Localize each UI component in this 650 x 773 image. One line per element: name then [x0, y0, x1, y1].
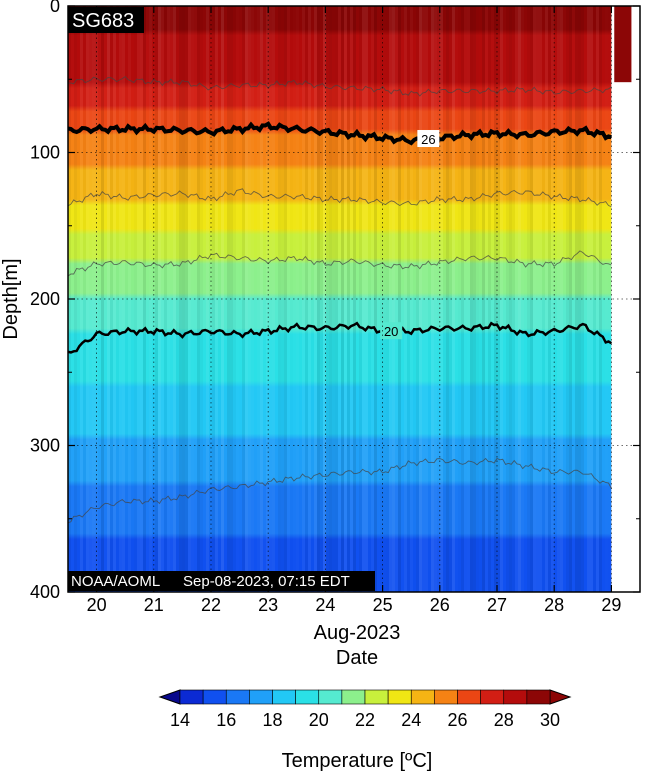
- colorbar-bin: [434, 689, 458, 705]
- colorbar-tick-label: 22: [355, 710, 375, 730]
- colorbar-bin: [202, 689, 227, 705]
- colorbar-bin: [272, 689, 296, 705]
- colorbar-bin: [318, 689, 343, 705]
- y-tick-label: 200: [30, 289, 60, 309]
- colorbar-bin: [341, 689, 366, 705]
- plot-label-background: [68, 7, 144, 33]
- colorbar-bin: [503, 689, 528, 705]
- colorbar-min-extension: [158, 689, 181, 705]
- colorbar-bin: [225, 689, 250, 705]
- contour-17: [68, 457, 612, 524]
- x-tick-label: 28: [544, 595, 564, 615]
- x-tick-label: 26: [430, 595, 450, 615]
- colorbar-tick-label: 24: [401, 710, 421, 730]
- contour-label-box-20: [380, 322, 403, 340]
- x-tick-label: 23: [258, 595, 278, 615]
- surface-column: [614, 6, 632, 83]
- y-axis-label: Depth[m]: [0, 258, 22, 339]
- x-tick-label: 29: [601, 595, 621, 615]
- colorbar-max-extension: [549, 689, 572, 705]
- colorbar-bin: [179, 689, 204, 705]
- x-tick-label: 25: [373, 595, 393, 615]
- credit-text: NOAA/AOML: [71, 573, 160, 590]
- colorbar-bin: [295, 689, 320, 705]
- contour-label-box-26: [417, 130, 440, 148]
- x-axis-label: Date: [336, 647, 378, 669]
- x-tick-label: 21: [144, 595, 164, 615]
- y-tick-label: 0: [50, 0, 60, 16]
- x-tick-label: 20: [87, 595, 107, 615]
- colorbar-bin: [249, 689, 273, 705]
- isotherm-contours: 26 20: [68, 76, 613, 524]
- y-tick-label: 100: [30, 143, 60, 163]
- axis-ticks: 20 21 22 23 24 25 26 27 28 29 0 100 200 300 400: [30, 0, 640, 615]
- contour-22: [68, 250, 612, 277]
- colorbar-label: Temperature [ºC]: [282, 750, 433, 772]
- colorbar-bin: [410, 689, 435, 705]
- colorbar-bin: [457, 689, 481, 705]
- colorbar-tick-label: 14: [170, 710, 190, 730]
- colorbar-tick-label: 18: [262, 710, 282, 730]
- colorbar-bin: [526, 689, 551, 705]
- contour-26: [68, 121, 612, 146]
- colorbar: 14 16 18 20 22 24 26 28 30: [158, 689, 572, 730]
- contour-label-20: 20: [384, 324, 398, 339]
- x-tick-label: 22: [201, 595, 221, 615]
- contour-24: [68, 188, 612, 208]
- x-axis-month-label: Aug-2023: [314, 622, 401, 644]
- credit-strip: [68, 571, 375, 591]
- colorbar-tick-label: 28: [494, 710, 514, 730]
- x-tick-label: 24: [315, 595, 335, 615]
- grid-lines: [68, 6, 640, 592]
- contour-28: [68, 76, 612, 97]
- colorbar-tick-label: 26: [447, 710, 467, 730]
- y-tick-label: 300: [30, 436, 60, 456]
- contour-label-26: 26: [421, 132, 435, 147]
- timestamp-text: Sep-08-2023, 07:15 EDT: [183, 573, 350, 590]
- colorbar-tick-label: 30: [540, 710, 560, 730]
- plot-label: SG683: [72, 10, 134, 32]
- colorbar-bin: [387, 689, 412, 705]
- colorbar-bin: [480, 689, 505, 705]
- contour-20: [68, 321, 613, 354]
- colorbar-bin: [364, 689, 389, 705]
- y-tick-label: 400: [30, 582, 60, 602]
- colorbar-tick-label: 20: [309, 710, 329, 730]
- colorbar-tick-label: 16: [216, 710, 236, 730]
- x-tick-label: 27: [487, 595, 507, 615]
